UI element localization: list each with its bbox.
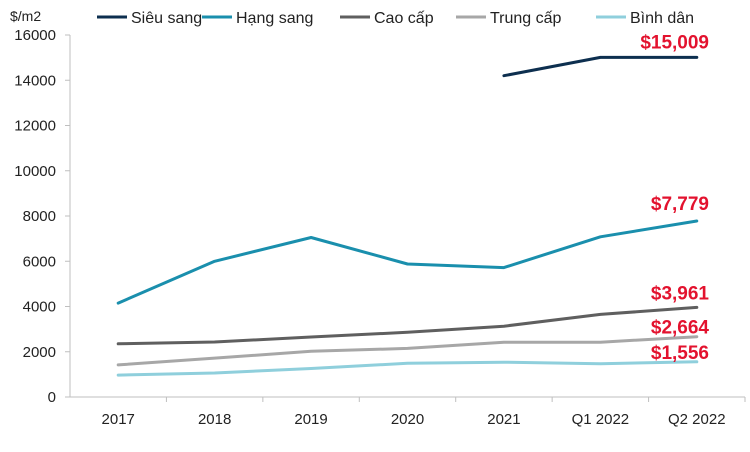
plot-area: 0 2000 4000 6000 8000 10000 12000 14000 16000 201… [14,27,746,428]
y-tick-label: 0 [48,389,56,406]
data-label: $3,961 [651,283,710,304]
y-tick-label: 16000 [14,27,56,44]
legend-label: Siêu sang [131,10,202,27]
x-tick-label: 2018 [198,411,231,428]
x-tick-label: 2019 [294,411,327,428]
y-tick-label: 14000 [14,72,56,89]
y-tick-label: 6000 [23,253,56,270]
y-tick-label: 10000 [14,163,56,180]
x-tick-label: 2017 [102,411,135,428]
y-tick-label: 12000 [14,118,56,135]
series-line [502,55,699,78]
data-label: $7,779 [651,194,709,215]
series-line [116,305,699,346]
y-tick-label: 8000 [23,208,56,225]
x-tick-label: Q2 2022 [668,411,726,428]
y-unit-label: $/m2 [10,8,41,24]
x-tick-label: 2020 [391,411,424,428]
series-line [116,335,699,367]
data-label: $2,664 [651,318,710,339]
legend-label: Cao cấp [374,10,434,27]
legend: Siêu sang Hạng sang Cao cấp Trung cấp Bình d… [97,10,694,27]
y-tick-label: 2000 [23,344,56,361]
x-tick-label: Q1 2022 [572,411,630,428]
legend-label: Trung cấp [490,10,562,27]
legend-label: Bình dân [630,10,694,27]
x-tick-label: 2021 [487,411,520,428]
y-tick-label: 4000 [23,299,56,316]
data-label: $1,556 [651,343,709,364]
legend-label: Hạng sang [236,10,313,27]
series-line [116,219,699,305]
data-label: $15,009 [640,32,709,53]
series-line [116,360,699,377]
